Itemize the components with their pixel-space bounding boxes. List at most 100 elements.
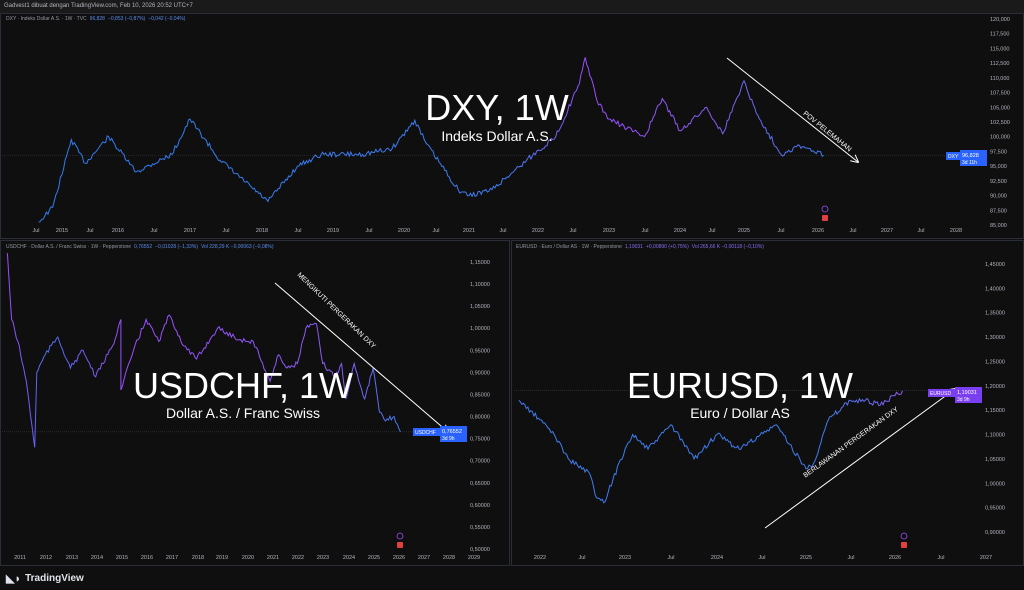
y-tick-label: 1,25000 [985, 359, 1005, 365]
y-tick-label: 0,90000 [470, 370, 490, 376]
y-tick-label: 1,15000 [470, 260, 490, 266]
header-title: Gadvest1 dibuat dengan TradingView.com, … [4, 3, 193, 9]
panel-usdchf[interactable] [0, 240, 510, 566]
y-tick-label: 0,85000 [470, 392, 490, 398]
panel-dxy[interactable] [0, 13, 1024, 239]
x-tick-label: Jul [847, 555, 854, 561]
y-tick-label: 112,500 [990, 61, 1009, 67]
x-tick-label: 2027 [418, 555, 430, 561]
y-tick-label: 92,500 [990, 179, 1007, 185]
x-tick-label: 2011 [14, 555, 26, 561]
x-tick-label: 2012 [40, 555, 52, 561]
header-bar: Gadvest1 dibuat dengan TradingView.com, … [0, 0, 1024, 13]
y-tick-label: 1,45000 [985, 262, 1005, 268]
svg-text:3d 11h: 3d 11h [962, 160, 977, 166]
x-tick-label: Jul [937, 555, 944, 561]
x-tick-label: Jul [294, 228, 301, 234]
y-tick-label: 105,000 [990, 105, 1010, 111]
title-usdchf: USDCHF, 1W [133, 365, 353, 406]
y-tick-label: 1,15000 [985, 408, 1005, 414]
y-tick-label: 95,000 [990, 164, 1007, 170]
x-tick-label: 2022 [532, 228, 544, 234]
x-tick-label: 2019 [216, 555, 228, 561]
x-tick-label: 2020 [242, 555, 254, 561]
x-tick-label: 2021 [267, 555, 279, 561]
x-tick-label: 2022 [292, 555, 304, 561]
x-tick-label: 2024 [343, 555, 355, 561]
y-tick-label: 1,05000 [985, 457, 1005, 463]
y-tick-label: 0,70000 [470, 459, 490, 465]
footer: ◣◗ TradingView [0, 566, 1024, 590]
x-tick-label: 2024 [711, 555, 723, 561]
x-tick-label: 2026 [889, 555, 901, 561]
x-tick-label: 2026 [393, 555, 405, 561]
x-tick-label: Jul [86, 228, 93, 234]
chart-eurusd[interactable]: 0,90000 0,95000 1,00000 1,05000 1,10000 1,150… [514, 262, 1005, 561]
title-eurusd: EURUSD, 1W [627, 365, 853, 406]
y-tick-label: 1,10000 [985, 433, 1005, 439]
y-tick-label: 1,00000 [470, 326, 490, 332]
y-tick-label: 1,30000 [985, 335, 1005, 341]
legend-usdchf: USDCHF · Dollar A.S. / Franc Swiss · 1W … [6, 244, 274, 250]
price-series-line [518, 390, 904, 504]
x-tick-label: 2027 [881, 228, 893, 234]
y-tick-label: 87,500 [990, 208, 1007, 214]
x-tick-label: 2014 [91, 555, 103, 561]
x-tick-label: 2025 [800, 555, 812, 561]
x-tick-label: 2027 [980, 555, 992, 561]
x-tick-label: Jul [365, 228, 372, 234]
y-tick-label: 0,60000 [470, 503, 490, 509]
price-label-eurusd: EURUSD 1,19031 3d 9h [928, 387, 982, 403]
trend-arrow-eurusd[interactable] [764, 389, 955, 529]
chart-usdchf[interactable]: 0,50000 0,55000 0,60000 0,65000 0,70000 0,750… [2, 253, 490, 561]
y-tick-label: 85,000 [990, 223, 1007, 229]
trend-arrow-dxy[interactable] [726, 57, 858, 162]
tradingview-logo[interactable]: ◣◗ TradingView [6, 573, 84, 585]
y-tick-label: 117,500 [990, 32, 1009, 38]
svg-text:EURUSD: EURUSD [930, 391, 952, 397]
y-tick-label: 1,35000 [985, 311, 1005, 317]
y-tick-label: 100,000 [990, 135, 1010, 141]
subtitle-usdchf: Dollar A.S. / Franc Swiss [166, 405, 320, 421]
x-tick-label: Jul [432, 228, 439, 234]
x-tick-label: 2026 [812, 228, 824, 234]
y-tick-label: 0,80000 [470, 415, 490, 421]
panel-eurusd[interactable] [511, 240, 1024, 566]
svg-text:1,19031: 1,19031 [957, 390, 977, 396]
x-tick-label: 2024 [674, 228, 686, 234]
legend-dxy: DXY · Indeks Dollar A.S. · 1W · TVC 96,82… [6, 16, 186, 22]
y-tick-label: 0,65000 [470, 481, 490, 487]
x-tick-label: Jul [499, 228, 506, 234]
y-tick-label: 1,10000 [470, 282, 490, 288]
y-tick-label: 102,500 [990, 120, 1010, 126]
x-tick-label: Jul [758, 555, 765, 561]
subtitle-eurusd: Euro / Dollar AS [690, 405, 790, 421]
tradingview-icon: ◣◗ [6, 573, 22, 585]
x-tick-label: 2023 [317, 555, 329, 561]
x-tick-label: 2025 [368, 555, 380, 561]
trend-arrow-usdchf[interactable] [274, 282, 448, 432]
x-tick-label: 2015 [56, 228, 68, 234]
price-series-line [6, 253, 401, 448]
y-tick-label: 0,50000 [470, 547, 490, 553]
annotation-dxy: POV PELEMAHAN [801, 110, 852, 153]
x-tick-label: Jul [667, 555, 674, 561]
x-tick-label: 2021 [463, 228, 475, 234]
annotation-eurusd: BERLAWANAN PERGERAKAN DXY [802, 406, 900, 480]
x-tick-label: 2017 [184, 228, 196, 234]
legend-eurusd: EURUSD · Euro / Dollar AS · 1W · Peppers… [516, 244, 764, 250]
x-tick-label: 2016 [141, 555, 153, 561]
title-dxy: DXY, 1W [425, 87, 568, 128]
x-tick-label: 2017 [166, 555, 178, 561]
x-tick-label: 2029 [468, 555, 480, 561]
event-markers[interactable] [396, 205, 908, 548]
x-tick-label: Jul [578, 555, 585, 561]
y-tick-label: 1,20000 [985, 384, 1005, 390]
x-tick-label: 2023 [603, 228, 615, 234]
chart-dxy[interactable]: 85,000 87,500 90,000 92,500 95,000 97,500 100,… [2, 17, 1010, 234]
x-tick-label: 2025 [738, 228, 750, 234]
y-tick-label: 0,95000 [470, 348, 490, 354]
x-tick-label: Jul [917, 228, 924, 234]
y-tick-label: 1,00000 [985, 481, 1005, 487]
